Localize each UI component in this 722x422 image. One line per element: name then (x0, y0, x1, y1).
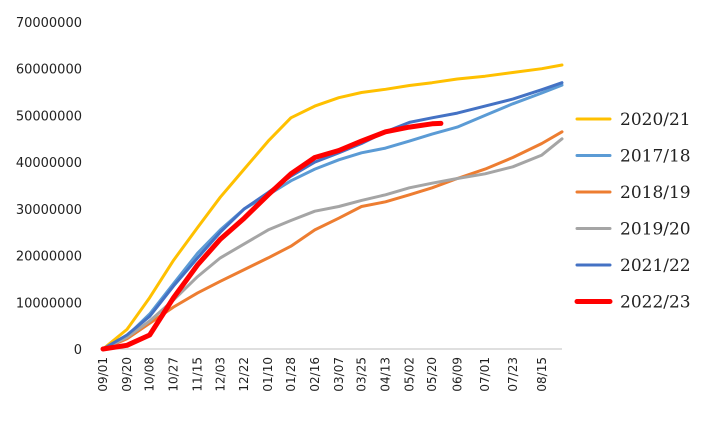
series-lines (100, 63, 564, 352)
x-tick-label: 05/20 (425, 357, 439, 392)
x-axis: 09/01 09/20 10/08 10/27 11/15 12/03 12/22 01/10… (96, 348, 562, 392)
legend-label: 2021/22 (620, 256, 691, 276)
x-tick-label: 07/23 (506, 357, 520, 392)
x-tick-label: 09/20 (120, 357, 134, 392)
series-line-2020-21 (101, 63, 564, 351)
legend-label: 2020/21 (620, 110, 691, 130)
series-line-2019-20 (101, 137, 564, 351)
x-tick-label: 04/13 (378, 357, 392, 392)
y-tick-label: 10000000 (16, 296, 82, 311)
series-line-2018-19 (101, 130, 564, 351)
y-tick-label: 50000000 (16, 109, 82, 124)
x-tick-label: 12/03 (213, 357, 227, 392)
legend-label: 2022/23 (620, 293, 691, 313)
x-tick-label: 03/25 (355, 357, 369, 392)
x-tick-label: 06/09 (450, 357, 464, 392)
x-tick-label: 08/15 (535, 357, 549, 392)
legend-label: 2017/18 (620, 147, 691, 167)
y-axis: 0 10000000 20000000 30000000 40000000 5000000… (16, 16, 82, 358)
x-tick-label: 10/27 (167, 357, 181, 392)
x-tick-label: 01/10 (261, 357, 275, 392)
x-tick-label: 07/01 (478, 357, 492, 392)
series-line-2021-22 (101, 81, 564, 351)
x-tick-label: 12/22 (237, 357, 251, 392)
y-tick-label: 40000000 (16, 156, 82, 171)
x-tick-label: 03/07 (332, 357, 346, 392)
x-tick-label: 05/02 (402, 357, 416, 392)
y-tick-label: 0 (74, 343, 82, 358)
x-tick-label: 02/16 (308, 357, 322, 392)
series-line-2022-23 (100, 120, 444, 352)
series-line-2017-18 (101, 83, 564, 351)
x-tick-label: 09/01 (96, 357, 110, 392)
legend-label: 2019/20 (620, 220, 691, 240)
x-tick-label: 11/15 (191, 357, 205, 392)
y-tick-label: 60000000 (16, 63, 82, 78)
x-tick-label: 01/28 (284, 357, 298, 392)
legend: 2020/21 2017/18 2018/19 2019/20 2021/22 2022/… (574, 110, 691, 313)
legend-label: 2018/19 (620, 183, 691, 203)
y-tick-label: 30000000 (16, 203, 82, 218)
y-tick-label: 70000000 (16, 16, 82, 31)
x-tick-label: 10/08 (143, 357, 157, 392)
y-tick-label: 20000000 (16, 250, 82, 265)
